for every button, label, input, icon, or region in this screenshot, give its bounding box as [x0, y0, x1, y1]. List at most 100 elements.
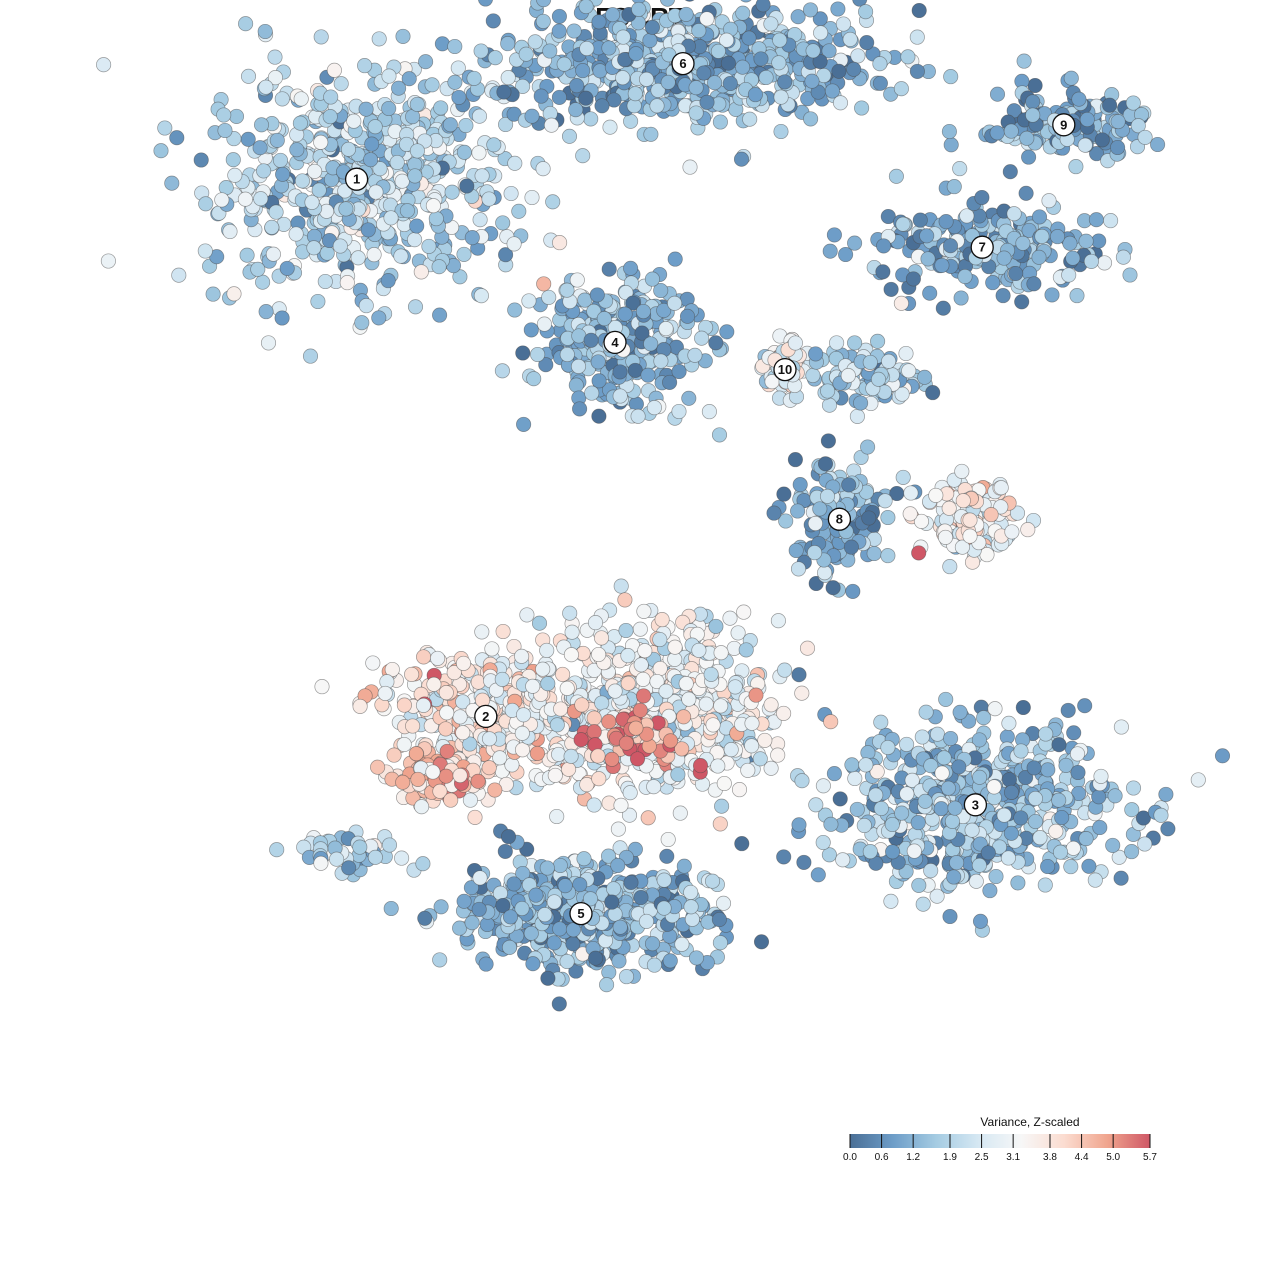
- cell-point: [1113, 719, 1129, 735]
- cell-point: [607, 683, 623, 699]
- cell-point: [844, 757, 860, 773]
- cell-point: [810, 867, 826, 883]
- cell-point: [424, 77, 440, 93]
- cell-point: [742, 111, 758, 127]
- cell-point: [1006, 206, 1022, 222]
- cell-point: [923, 863, 939, 879]
- cell-point: [547, 767, 563, 783]
- cell-point: [841, 477, 857, 493]
- cell-point: [1015, 699, 1031, 716]
- legend-tick-label: 0.6: [875, 1152, 889, 1163]
- cell-point: [880, 548, 896, 564]
- cell-point: [820, 433, 836, 449]
- cell-point: [662, 953, 678, 969]
- cell-point: [455, 725, 471, 741]
- cell-point: [893, 295, 909, 311]
- cell-point: [269, 132, 285, 148]
- cell-point: [944, 813, 960, 829]
- cell-point: [430, 650, 446, 666]
- legend-tick-label: 5.0: [1106, 1152, 1120, 1163]
- cell-point: [659, 848, 675, 864]
- cell-point: [1025, 107, 1041, 123]
- cell-point: [812, 501, 828, 517]
- cell-point: [995, 288, 1011, 304]
- cell-point: [535, 661, 551, 677]
- cell-point: [660, 831, 676, 848]
- cell-point: [157, 120, 173, 136]
- cell-point: [808, 346, 824, 362]
- cell-point: [507, 155, 523, 171]
- cluster-label-text: 3: [972, 797, 979, 812]
- cell-point: [240, 131, 256, 147]
- cell-point: [1091, 233, 1107, 249]
- cell-point: [989, 86, 1006, 102]
- cell-point: [983, 507, 999, 523]
- cell-point: [1150, 136, 1166, 153]
- cell-point: [715, 895, 732, 911]
- cell-point: [164, 175, 180, 191]
- cell-point: [586, 724, 602, 740]
- cell-point: [302, 348, 319, 364]
- cell-point: [171, 267, 187, 283]
- cell-point: [636, 688, 652, 704]
- cell-point: [313, 855, 329, 871]
- cell-point: [773, 123, 789, 140]
- cell-point: [526, 371, 542, 387]
- cell-point: [523, 322, 539, 338]
- cell-point: [591, 646, 607, 663]
- cell-point: [906, 843, 922, 859]
- cell-point: [260, 335, 277, 351]
- cluster-label-4: 4: [603, 330, 627, 355]
- cell-point: [1214, 748, 1231, 764]
- cell-point: [258, 304, 274, 320]
- cell-point: [498, 247, 514, 263]
- cell-point: [536, 276, 552, 292]
- cell-point: [433, 899, 449, 915]
- cell-point: [456, 144, 472, 160]
- cell-point: [1088, 212, 1104, 228]
- cell-point: [698, 696, 714, 712]
- cell-point: [410, 771, 426, 787]
- cell-point: [464, 915, 480, 931]
- cell-point: [551, 8, 567, 24]
- cluster-label-text: 7: [979, 240, 986, 255]
- cell-point: [646, 400, 662, 416]
- cell-point: [771, 55, 787, 71]
- cluster-label-text: 10: [778, 362, 792, 377]
- cell-point: [1013, 743, 1029, 759]
- cell-point: [747, 87, 763, 103]
- cell-point: [568, 102, 584, 118]
- cell-point: [552, 921, 568, 937]
- cell-point: [293, 91, 309, 107]
- cell-point: [1018, 185, 1034, 201]
- cell-point: [683, 899, 699, 915]
- cell-point: [856, 817, 872, 834]
- cell-point: [523, 925, 539, 941]
- cell-point: [986, 779, 1002, 795]
- cell-point: [1051, 737, 1067, 753]
- cell-point: [714, 798, 730, 814]
- cell-point: [237, 191, 253, 207]
- cell-point: [644, 19, 660, 35]
- cell-point: [545, 194, 561, 210]
- cell-point: [1091, 789, 1107, 805]
- cell-point: [847, 770, 863, 787]
- cell-point: [515, 707, 532, 723]
- cell-point: [843, 539, 859, 555]
- cell-point: [507, 302, 523, 318]
- cell-point: [708, 618, 724, 634]
- cell-point: [953, 290, 969, 306]
- cell-point: [691, 23, 707, 39]
- cell-point: [861, 510, 877, 526]
- cell-point: [559, 282, 575, 298]
- cell-point: [773, 89, 789, 105]
- cell-point: [354, 315, 370, 331]
- cell-point: [952, 704, 968, 720]
- cell-point: [551, 89, 567, 105]
- cell-point: [455, 655, 472, 671]
- cell-point: [627, 362, 643, 378]
- cell-point: [667, 639, 683, 655]
- cell-point: [583, 332, 599, 348]
- cell-point: [694, 330, 710, 346]
- cell-point: [676, 858, 692, 874]
